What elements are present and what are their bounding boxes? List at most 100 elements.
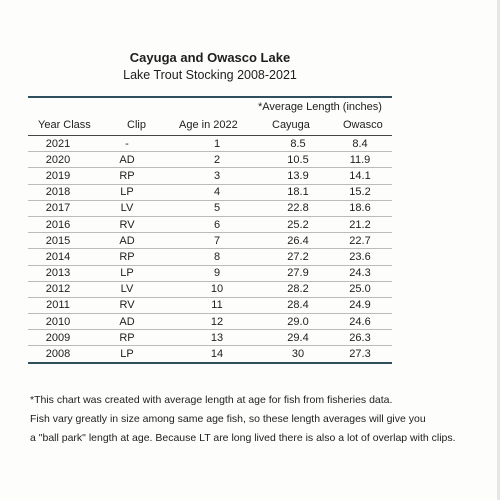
age-cell: 5 [166, 200, 268, 217]
year-class-cell: 2018 [28, 184, 88, 201]
owasco-header: Owasco [343, 119, 383, 131]
age-header: Age in 2022 [179, 119, 238, 131]
year-class-header: Year Class [38, 119, 91, 131]
age-cell: 1 [166, 136, 268, 153]
cayuga-length-cell: 28.4 [268, 297, 328, 315]
owasco-length-cell: 24.6 [328, 313, 392, 331]
clip-cell: LP [88, 184, 166, 201]
cayuga-length-cell: 8.5 [268, 136, 328, 153]
age-cell: 8 [166, 248, 268, 266]
owasco-length-cell: 22.7 [328, 232, 392, 250]
owasco-length-cell: 21.2 [328, 216, 392, 234]
table-row: 2020 AD 2 10.5 11.9 [28, 151, 392, 169]
cayuga-length-cell: 27.2 [268, 248, 328, 266]
owasco-length-cell: 25.0 [328, 281, 392, 298]
owasco-length-cell: 18.6 [328, 200, 392, 217]
cayuga-length-cell: 30 [268, 345, 328, 364]
table-row: 2013 LP 9 27.9 24.3 [28, 265, 392, 282]
age-cell: 11 [166, 297, 268, 315]
table-row: 2021-1 8.5 8.4 [28, 136, 392, 153]
clip-cell: - [88, 136, 166, 153]
table-row: 2016 RV 6 25.2 21.2 [28, 216, 392, 234]
year-class-cell: 2013 [28, 265, 88, 282]
cayuga-length-cell: 13.9 [268, 167, 328, 185]
footnote-line: *This chart was created with average len… [30, 394, 393, 406]
document-title: Cayuga and Owasco Lake [129, 50, 291, 65]
table-row: 2017 LV 5 22.8 18.6 [28, 200, 392, 217]
page-edge [497, 0, 500, 500]
owasco-length-cell: 23.6 [328, 248, 392, 266]
clip-cell: LV [88, 281, 166, 298]
cayuga-length-cell: 29.4 [268, 329, 328, 347]
owasco-length-cell: 26.3 [328, 329, 392, 347]
year-class-cell: 2011 [28, 297, 88, 315]
year-class-cell: 2008 [28, 345, 88, 364]
table-row: 2012 LV 10 28.2 25.0 [28, 281, 392, 298]
age-cell: 9 [166, 265, 268, 282]
average-length-header: *Average Length (inches) [258, 101, 382, 113]
table-body: 2021-1 8.5 8.4 2020 AD 2 10.5 11.9 2019 RP 3 13.9 14… [28, 136, 392, 364]
footnote-line: Fish vary greatly in size among same age… [30, 413, 426, 425]
cayuga-length-cell: 25.2 [268, 216, 328, 234]
clip-cell: AD [88, 151, 166, 169]
age-cell: 4 [166, 184, 268, 201]
cayuga-length-cell: 22.8 [268, 200, 328, 217]
owasco-length-cell: 24.9 [328, 297, 392, 315]
age-cell: 13 [166, 329, 268, 347]
table-row: 2009 RP 13 29.4 26.3 [28, 329, 392, 347]
year-class-cell: 2010 [28, 313, 88, 331]
owasco-length-cell: 24.3 [328, 265, 392, 282]
document-subtitle: Lake Trout Stocking 2008-2021 [123, 68, 297, 82]
cayuga-length-cell: 29.0 [268, 313, 328, 331]
age-cell: 14 [166, 345, 268, 364]
year-class-cell: 2017 [28, 200, 88, 217]
cayuga-header: Cayuga [272, 119, 310, 131]
header-rule [28, 135, 392, 136]
clip-cell: RP [88, 248, 166, 266]
clip-cell: LV [88, 200, 166, 217]
table-row: 2019 RP 3 13.9 14.1 [28, 167, 392, 185]
footnote: *This chart was created with average len… [30, 391, 495, 448]
owasco-length-cell: 8.4 [328, 136, 392, 153]
cayuga-length-cell: 10.5 [268, 151, 328, 169]
year-class-cell: 2015 [28, 232, 88, 250]
clip-header: Clip [127, 119, 146, 131]
age-cell: 6 [166, 216, 268, 234]
age-cell: 7 [166, 232, 268, 250]
year-class-cell: 2014 [28, 248, 88, 266]
stocking-table: 2021-1 8.5 8.4 2020 AD 2 10.5 11.9 2019 RP 3 13.9 14… [28, 136, 392, 364]
cayuga-length-cell: 18.1 [268, 184, 328, 201]
owasco-length-cell: 14.1 [328, 167, 392, 185]
cayuga-length-cell: 26.4 [268, 232, 328, 250]
table-row: 2014 RP 8 27.2 23.6 [28, 248, 392, 266]
table-row: 2011 RV 11 28.4 24.9 [28, 297, 392, 315]
table-row: 2010 AD 12 29.0 24.6 [28, 313, 392, 331]
clip-cell: RV [88, 216, 166, 234]
owasco-length-cell: 11.9 [328, 151, 392, 169]
clip-cell: LP [88, 265, 166, 282]
age-cell: 3 [166, 167, 268, 185]
clip-cell: AD [88, 313, 166, 331]
year-class-cell: 2020 [28, 151, 88, 169]
owasco-length-cell: 27.3 [328, 345, 392, 364]
age-cell: 2 [166, 151, 268, 169]
top-rule [28, 96, 392, 98]
table-row: 2008 LP 14 30 27.3 [28, 345, 392, 364]
footnote-line: a "ball park" length at age. Because LT … [30, 432, 456, 444]
cayuga-length-cell: 27.9 [268, 265, 328, 282]
owasco-length-cell: 15.2 [328, 184, 392, 201]
clip-cell: LP [88, 345, 166, 364]
clip-cell: RV [88, 297, 166, 315]
year-class-cell: 2019 [28, 167, 88, 185]
cayuga-length-cell: 28.2 [268, 281, 328, 298]
age-cell: 10 [166, 281, 268, 298]
year-class-cell: 2021 [28, 136, 88, 153]
year-class-cell: 2012 [28, 281, 88, 298]
age-cell: 12 [166, 313, 268, 331]
year-class-cell: 2009 [28, 329, 88, 347]
table-row: 2018 LP 4 18.1 15.2 [28, 184, 392, 201]
table-row: 2015 AD 7 26.4 22.7 [28, 232, 392, 250]
year-class-cell: 2016 [28, 216, 88, 234]
clip-cell: AD [88, 232, 166, 250]
clip-cell: RP [88, 329, 166, 347]
